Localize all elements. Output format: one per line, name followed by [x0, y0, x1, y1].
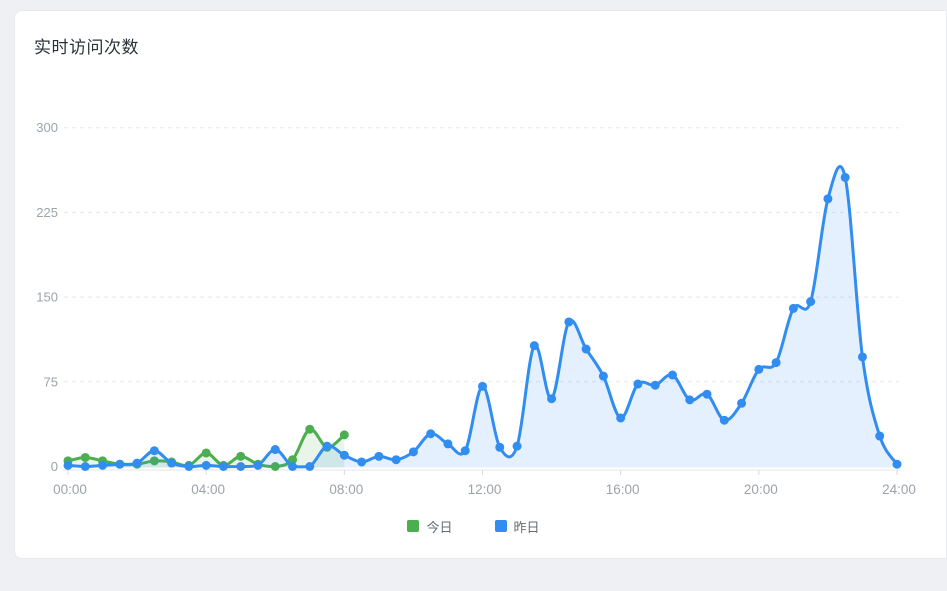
svg-text:08:00: 08:00 [329, 482, 363, 497]
legend-swatch-yesterday-icon [494, 520, 507, 532]
svg-text:0: 0 [51, 459, 58, 474]
chart-legend: 今日 昨日 [0, 513, 947, 539]
legend-item-yesterday[interactable]: 昨日 [494, 517, 540, 536]
legend-label-today: 今日 [426, 519, 453, 535]
svg-text:20:00: 20:00 [744, 482, 778, 497]
legend-label-yesterday: 昨日 [513, 519, 540, 535]
svg-text:225: 225 [36, 205, 58, 220]
legend-item-today[interactable]: 今日 [407, 517, 453, 536]
svg-text:24:00: 24:00 [882, 482, 916, 497]
svg-text:00:00: 00:00 [53, 482, 87, 497]
legend-swatch-today-icon [407, 520, 420, 532]
svg-text:150: 150 [36, 290, 58, 305]
svg-text:16:00: 16:00 [606, 482, 640, 497]
svg-text:75: 75 [44, 374, 58, 389]
svg-text:04:00: 04:00 [191, 482, 225, 497]
svg-text:12:00: 12:00 [468, 482, 502, 497]
svg-text:300: 300 [36, 120, 58, 135]
realtime-visits-card: 实时访问次数 [14, 10, 947, 559]
card-title: 实时访问次数 [34, 38, 139, 57]
